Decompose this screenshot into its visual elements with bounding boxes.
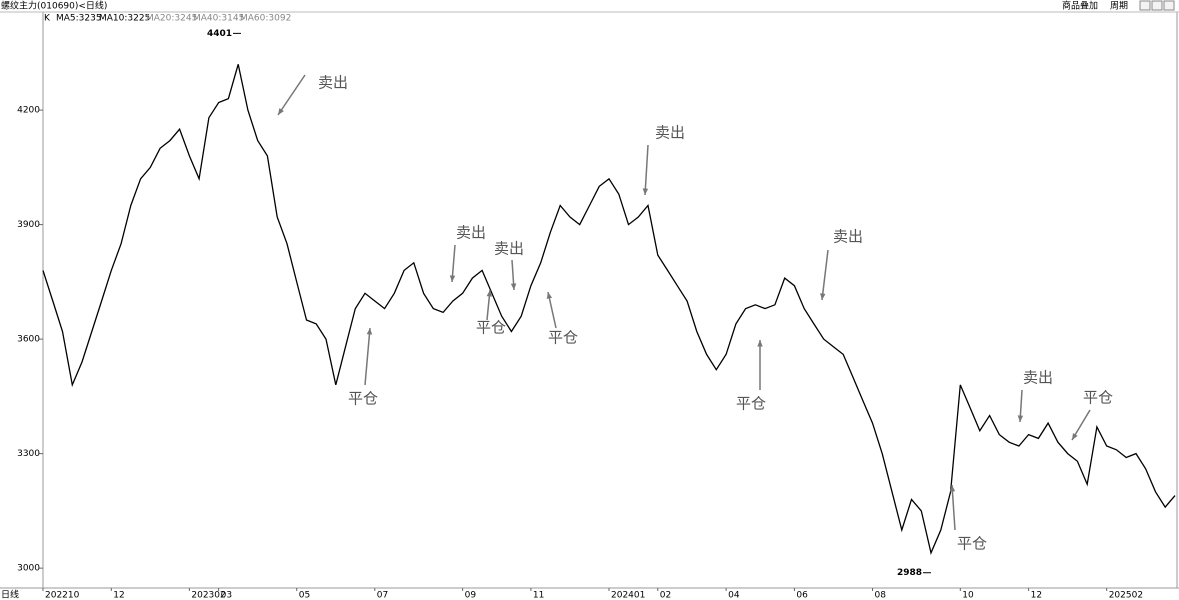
y-tick-label: 3000 <box>17 564 40 574</box>
x-tick-label: 03 <box>221 591 232 600</box>
toolbar-button[interactable]: 周期 <box>1110 1 1128 12</box>
window-button[interactable] <box>1139 0 1151 11</box>
arrow-head <box>366 328 373 335</box>
annotation: 卖出 <box>494 240 524 258</box>
annotation: 卖出 <box>655 124 685 142</box>
x-tick-label: 202502 <box>1109 591 1143 600</box>
ma-label: MA5:3235 <box>56 14 102 24</box>
x-tick-label: 09 <box>465 591 477 600</box>
annotation: 平仓 <box>548 329 578 347</box>
arrow-head <box>949 485 956 492</box>
y-tick-label: 3900 <box>17 220 40 230</box>
arrow-head <box>1072 433 1078 440</box>
plot-frame <box>42 11 1178 589</box>
arrow-head <box>278 108 284 115</box>
ma-label: MA40:3145 <box>193 14 244 24</box>
period-label: 日线 <box>1 589 19 600</box>
x-tick-label: 11 <box>533 591 544 600</box>
high-label: 4401 <box>207 29 232 39</box>
annotation-arrow <box>364 327 371 386</box>
arrow-head <box>449 275 456 282</box>
annotation-arrow <box>644 144 649 196</box>
annotation: 卖出 <box>1023 369 1053 387</box>
annotation: 平仓 <box>736 395 766 413</box>
ma-label: MA60:3092 <box>240 14 291 24</box>
annotation-arrow <box>277 74 306 116</box>
chart-title: 螺纹主力(010690)<日线) <box>1 0 107 12</box>
x-tick-label: 06 <box>796 591 808 600</box>
toolbar-button[interactable]: 商品叠加 <box>1062 0 1098 12</box>
x-tick-label: 202302 <box>191 591 225 600</box>
low-label: 2988 <box>897 568 922 578</box>
arrow-head <box>546 292 553 299</box>
x-tick-label: 202401 <box>611 591 645 600</box>
annotation-arrow <box>821 249 829 301</box>
annotation: 平仓 <box>476 319 506 337</box>
x-tick-label: 07 <box>377 591 388 600</box>
kind-label: K <box>44 14 51 24</box>
window-button[interactable] <box>1163 0 1175 11</box>
x-tick-label: 12 <box>113 591 124 600</box>
annotation: 卖出 <box>833 228 863 246</box>
arrow-head <box>486 290 493 297</box>
x-tick-label: 05 <box>299 591 310 600</box>
annotation: 卖出 <box>318 74 348 92</box>
x-tick-label: 08 <box>874 591 886 600</box>
x-tick-label: 02 <box>660 591 671 600</box>
arrow-head <box>642 188 649 195</box>
annotation: 平仓 <box>1083 389 1113 407</box>
annotation: 平仓 <box>348 390 378 408</box>
price-line <box>42 64 1176 555</box>
annotation: 卖出 <box>456 224 486 242</box>
arrow-head <box>1017 415 1024 422</box>
ma-label: MA10:3225 <box>99 14 150 24</box>
annotation-arrow <box>951 484 956 531</box>
annotation: 平仓 <box>957 535 987 553</box>
y-tick-label: 3300 <box>17 449 40 459</box>
y-tick-label: 3600 <box>17 335 40 345</box>
window-button[interactable] <box>1151 0 1163 11</box>
x-tick-label: 04 <box>728 591 740 600</box>
arrow-head <box>757 340 763 347</box>
arrow-head <box>820 293 826 300</box>
ma-label: MA20:3245 <box>146 14 197 24</box>
x-tick-label: 202210 <box>45 591 80 600</box>
arrow-head <box>510 283 517 290</box>
x-tick-label: 12 <box>1031 591 1042 600</box>
y-tick-label: 4200 <box>17 106 40 116</box>
x-tick-label: 10 <box>962 591 974 600</box>
